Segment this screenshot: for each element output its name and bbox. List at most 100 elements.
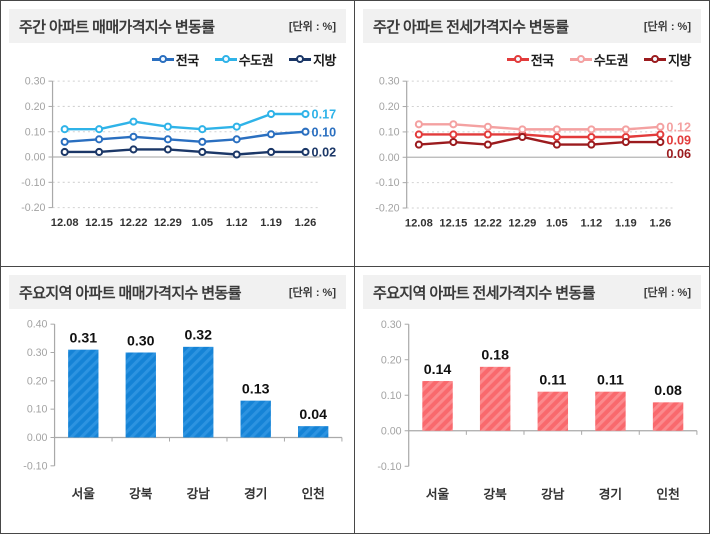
- legend-item-metro: 수도권: [214, 50, 274, 69]
- line-marker-icon: [644, 54, 667, 64]
- svg-text:0.11: 0.11: [597, 373, 624, 389]
- svg-text:경기: 경기: [244, 486, 267, 501]
- svg-text:0.20: 0.20: [27, 375, 48, 387]
- panel-title-bar: 주간 아파트 매매가격지수 변동률 [단위 : %]: [9, 9, 346, 43]
- svg-text:0.17: 0.17: [312, 108, 337, 122]
- svg-text:0.30: 0.30: [25, 76, 46, 88]
- svg-text:12.15: 12.15: [85, 217, 113, 229]
- svg-text:0.12: 0.12: [666, 120, 691, 134]
- svg-text:0.40: 0.40: [27, 319, 48, 331]
- legend-label: 수도권: [593, 52, 629, 68]
- panel-title: 주간 아파트 매매가격지수 변동률: [19, 18, 215, 36]
- svg-text:서울: 서울: [426, 487, 450, 502]
- svg-text:0.04: 0.04: [299, 407, 327, 423]
- svg-text:0.09: 0.09: [666, 134, 691, 148]
- svg-text:-0.20: -0.20: [21, 202, 45, 214]
- svg-text:0.30: 0.30: [27, 347, 48, 359]
- svg-text:강남: 강남: [187, 486, 211, 501]
- svg-text:0.30: 0.30: [127, 333, 155, 349]
- panel-regional-jeonse-index: 주요지역 아파트 전세가격지수 변동률 [단위 : %] 0.30 0.20 0.1…: [355, 267, 709, 533]
- line-marker-icon: [506, 54, 529, 64]
- bar-chart-jeonse-index: 0.30 0.20 0.10 0.00 -0.10 0.14 서울 0.18 강북 0.11 강남 0…: [377, 319, 698, 502]
- legend: 전국 수도권 지방: [19, 50, 336, 68]
- svg-text:인천: 인천: [302, 486, 325, 501]
- svg-text:0.30: 0.30: [381, 319, 402, 331]
- svg-text:12.29: 12.29: [154, 217, 182, 229]
- svg-text:0.10: 0.10: [312, 125, 337, 139]
- svg-text:0.31: 0.31: [70, 331, 98, 347]
- svg-text:0.14: 0.14: [424, 362, 452, 378]
- line-chart-jeonse-index: 0.30 0.20 0.10 0.00 -0.10 -0.20 12.08 12.15 12.2…: [375, 76, 691, 230]
- svg-text:1.19: 1.19: [260, 217, 282, 229]
- svg-text:12.08: 12.08: [51, 217, 79, 229]
- line-marker-icon: [214, 54, 237, 64]
- svg-text:1.26: 1.26: [649, 217, 671, 229]
- panel-title: 주요지역 아파트 전세가격지수 변동률: [373, 284, 596, 302]
- svg-text:0.20: 0.20: [381, 354, 402, 366]
- svg-text:0.32: 0.32: [184, 328, 212, 344]
- svg-text:-0.10: -0.10: [23, 460, 47, 472]
- svg-text:0.10: 0.10: [379, 126, 400, 138]
- panel-weekly-jeonse-index: 주간 아파트 전세가격지수 변동률 [단위 : %] 전국 수도권 지방 0.3…: [355, 1, 709, 267]
- unit-label: [단위 : %]: [288, 21, 336, 33]
- svg-text:0.08: 0.08: [654, 383, 682, 399]
- svg-text:1.12: 1.12: [580, 217, 602, 229]
- svg-text:0.13: 0.13: [242, 382, 270, 398]
- svg-text:인천: 인천: [656, 487, 679, 502]
- line-marker-icon: [569, 54, 592, 64]
- svg-text:12.22: 12.22: [474, 217, 502, 229]
- panel-title-bar: 주요지역 아파트 전세가격지수 변동률 [단위 : %]: [363, 275, 701, 309]
- svg-text:강북: 강북: [484, 487, 508, 502]
- line-chart-sale-index: 0.30 0.20 0.10 0.00 -0.10 -0.20 12.08 12.15 12.2…: [21, 76, 337, 229]
- svg-text:강북: 강북: [129, 486, 153, 501]
- panel-regional-sale-index: 주요지역 아파트 매매가격지수 변동률 [단위 : %] 0.40 0.30 0.2…: [1, 267, 355, 533]
- svg-text:강남: 강남: [541, 487, 565, 502]
- unit-label: [단위 : %]: [643, 21, 691, 33]
- legend-label: 수도권: [238, 52, 274, 68]
- bar-chart-sale-index: 0.40 0.30 0.20 0.10 0.00 -0.10 0.31 서울 0.30 강북 0.3…: [23, 319, 343, 501]
- svg-text:1.19: 1.19: [615, 217, 637, 229]
- svg-text:0.00: 0.00: [381, 425, 402, 437]
- svg-text:0.20: 0.20: [379, 101, 400, 113]
- svg-text:0.30: 0.30: [379, 76, 400, 88]
- svg-text:0.00: 0.00: [25, 152, 46, 164]
- panel-weekly-sale-index: 주간 아파트 매매가격지수 변동률 [단위 : %] 전국 수도권 지방 0.3…: [1, 1, 355, 267]
- svg-text:서울: 서울: [72, 486, 96, 501]
- unit-label: [단위 : %]: [288, 287, 336, 299]
- svg-text:0.06: 0.06: [666, 147, 691, 161]
- legend-item-national: 전국: [151, 50, 199, 69]
- svg-text:0.20: 0.20: [25, 101, 46, 113]
- svg-text:-0.10: -0.10: [375, 177, 399, 189]
- svg-text:0.02: 0.02: [312, 146, 337, 160]
- svg-text:12.29: 12.29: [508, 217, 536, 229]
- panel-title: 주요지역 아파트 매매가격지수 변동률: [19, 284, 242, 302]
- svg-text:-0.20: -0.20: [375, 203, 399, 215]
- legend-item-provincial: 지방: [289, 50, 336, 69]
- legend-label: 지방: [313, 52, 336, 68]
- svg-text:0.00: 0.00: [27, 432, 48, 444]
- legend-label: 전국: [530, 52, 554, 68]
- panel-title-bar: 주요지역 아파트 매매가격지수 변동률 [단위 : %]: [9, 275, 346, 309]
- panel-title-bar: 주간 아파트 전세가격지수 변동률 [단위 : %]: [363, 9, 701, 43]
- svg-text:12.22: 12.22: [120, 217, 148, 229]
- svg-text:0.00: 0.00: [379, 152, 400, 164]
- unit-label: [단위 : %]: [643, 287, 691, 299]
- svg-text:0.10: 0.10: [381, 390, 402, 402]
- svg-text:1.26: 1.26: [295, 217, 317, 229]
- svg-text:12.08: 12.08: [405, 217, 433, 229]
- legend-item-metro: 수도권: [569, 50, 629, 69]
- svg-text:-0.10: -0.10: [377, 461, 401, 473]
- svg-text:0.18: 0.18: [481, 348, 509, 364]
- legend: 전국 수도권 지방: [373, 50, 691, 68]
- legend-item-provincial: 지방: [644, 50, 691, 69]
- svg-text:1.05: 1.05: [546, 217, 568, 229]
- svg-text:-0.10: -0.10: [21, 177, 45, 189]
- svg-text:1.05: 1.05: [191, 217, 213, 229]
- panel-title: 주간 아파트 전세가격지수 변동률: [373, 18, 569, 36]
- legend-item-national: 전국: [506, 50, 554, 69]
- svg-text:12.15: 12.15: [439, 217, 467, 229]
- svg-text:1.12: 1.12: [226, 217, 248, 229]
- line-marker-icon: [151, 54, 174, 64]
- legend-label: 전국: [175, 52, 199, 68]
